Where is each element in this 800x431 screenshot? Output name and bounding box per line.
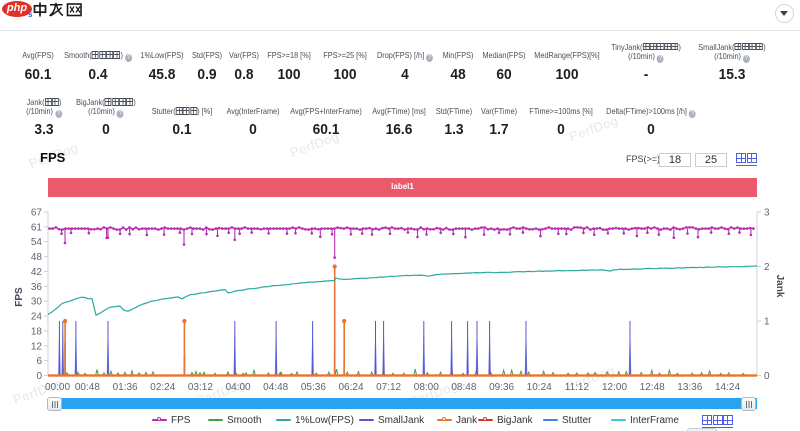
svg-text:05:36: 05:36 bbox=[301, 382, 326, 393]
svg-text:12:00: 12:00 bbox=[602, 382, 627, 393]
svg-text:67: 67 bbox=[31, 208, 43, 219]
svg-text:42: 42 bbox=[31, 267, 43, 278]
svg-text:30: 30 bbox=[31, 297, 43, 308]
svg-text:3: 3 bbox=[764, 208, 770, 219]
svg-text:03:12: 03:12 bbox=[188, 382, 213, 393]
svg-text:04:48: 04:48 bbox=[263, 382, 288, 393]
svg-text:61: 61 bbox=[31, 222, 43, 233]
svg-text:12:48: 12:48 bbox=[640, 382, 665, 393]
svg-text:36: 36 bbox=[31, 282, 43, 293]
svg-text:08:48: 08:48 bbox=[451, 382, 476, 393]
svg-text:0: 0 bbox=[764, 371, 770, 382]
svg-text:24: 24 bbox=[31, 312, 43, 323]
svg-text:2: 2 bbox=[764, 262, 770, 273]
svg-text:48: 48 bbox=[31, 252, 43, 263]
svg-text:13:36: 13:36 bbox=[677, 382, 702, 393]
svg-text:01:36: 01:36 bbox=[113, 382, 138, 393]
svg-text:00:00: 00:00 bbox=[45, 382, 70, 393]
svg-text:6: 6 bbox=[36, 356, 42, 367]
svg-text:08:00: 08:00 bbox=[414, 382, 439, 393]
svg-text:10:24: 10:24 bbox=[527, 382, 552, 393]
svg-text:07:12: 07:12 bbox=[376, 382, 401, 393]
svg-text:0: 0 bbox=[36, 371, 42, 382]
svg-text:14:24: 14:24 bbox=[715, 382, 740, 393]
svg-text:02:24: 02:24 bbox=[150, 382, 175, 393]
svg-text:18: 18 bbox=[31, 326, 43, 337]
svg-text:1: 1 bbox=[764, 317, 770, 328]
svg-text:54: 54 bbox=[31, 237, 43, 248]
svg-text:12: 12 bbox=[31, 341, 43, 352]
svg-text:09:36: 09:36 bbox=[489, 382, 514, 393]
svg-text:FPS: FPS bbox=[14, 287, 25, 307]
svg-text:11:12: 11:12 bbox=[565, 382, 590, 393]
svg-text:Jank: Jank bbox=[774, 275, 785, 298]
svg-text:04:00: 04:00 bbox=[226, 382, 251, 393]
svg-text:06:24: 06:24 bbox=[338, 382, 363, 393]
svg-text:00:48: 00:48 bbox=[75, 382, 100, 393]
